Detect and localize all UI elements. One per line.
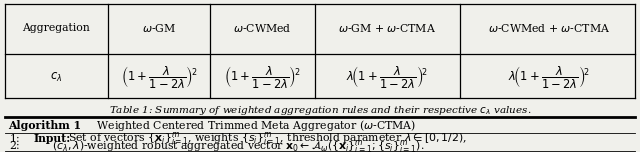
Text: 2:: 2: <box>10 141 20 151</box>
Text: $\left(1+\dfrac{\lambda}{1-2\lambda}\right)^{\!2}$: $\left(1+\dfrac{\lambda}{1-2\lambda}\rig… <box>120 64 197 90</box>
Text: $\omega$-GM + $\omega$-CTMA: $\omega$-GM + $\omega$-CTMA <box>338 22 436 34</box>
Text: 1:: 1: <box>10 133 20 143</box>
Text: Table 1: Summary of weighted aggregation rules and their respective $c_\lambda$ : Table 1: Summary of weighted aggregation… <box>109 104 531 117</box>
Text: $\left(1+\dfrac{\lambda}{1-2\lambda}\right)^{\!2}$: $\left(1+\dfrac{\lambda}{1-2\lambda}\rig… <box>224 64 301 90</box>
Text: Input:: Input: <box>33 133 70 144</box>
Text: $(c_\lambda, \lambda)$-weighted robust aggregated vector $\mathbf{x}_0 \leftarro: $(c_\lambda, \lambda)$-weighted robust a… <box>52 138 425 152</box>
Text: $\omega$-CWMed + $\omega$-CTMA: $\omega$-CWMed + $\omega$-CTMA <box>488 22 611 34</box>
Text: $\omega$-CWMed: $\omega$-CWMed <box>233 22 292 34</box>
Text: $\omega$-GM: $\omega$-GM <box>141 22 176 34</box>
Text: Aggregation: Aggregation <box>22 23 90 33</box>
Text: Set of vectors $\{\mathbf{x}_i\}_{i=1}^{m}$, weights $\{s_i\}_{i=1}^{m}$, thresh: Set of vectors $\{\mathbf{x}_i\}_{i=1}^{… <box>68 130 467 147</box>
Text: $c_\lambda$: $c_\lambda$ <box>50 71 63 84</box>
Text: Algorithm 1: Algorithm 1 <box>8 120 81 131</box>
Text: $\lambda\!\left(1+\dfrac{\lambda}{1-2\lambda}\right)^{\!2}$: $\lambda\!\left(1+\dfrac{\lambda}{1-2\la… <box>508 64 590 90</box>
Text: Weighted Centered Trimmed Meta Aggregator ($\omega$-CTMA): Weighted Centered Trimmed Meta Aggregato… <box>93 118 416 133</box>
Text: $\lambda\!\left(1+\dfrac{\lambda}{1-2\lambda}\right)^{\!2}$: $\lambda\!\left(1+\dfrac{\lambda}{1-2\la… <box>346 64 428 90</box>
